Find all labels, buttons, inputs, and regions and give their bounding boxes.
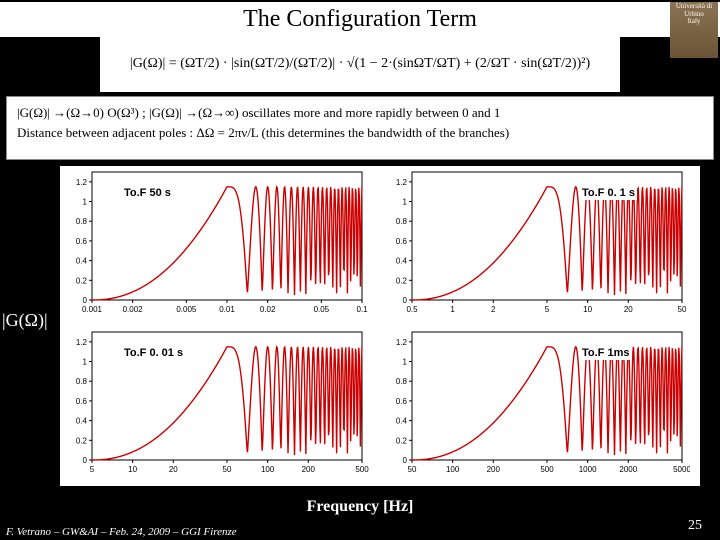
svg-text:0.6: 0.6 [396,237,408,246]
formula-note-2: Distance between adjacent poles : ΔΩ = 2… [17,123,703,143]
uni-country: Italy [688,17,701,25]
svg-text:1.2: 1.2 [396,338,408,347]
chart-panel: 0 0.2 0.4 0.6 0.8 1 1.2 0.5 1 2 5 10 20 50 To.F 0. 1 … [380,166,690,320]
chart-label: To.F 50 s [122,186,173,200]
svg-text:500: 500 [355,465,369,474]
x-axis-label: Frequency [Hz] [0,498,720,516]
svg-text:2: 2 [491,305,496,314]
svg-text:2000: 2000 [619,465,637,474]
svg-text:10: 10 [128,465,137,474]
svg-text:0.6: 0.6 [396,397,408,406]
svg-text:0.4: 0.4 [76,417,88,426]
svg-text:0.6: 0.6 [76,237,88,246]
svg-text:1: 1 [83,358,88,367]
svg-text:0: 0 [83,456,88,465]
chart-label: To.F 0. 1 s [580,186,637,200]
svg-text:50: 50 [678,305,687,314]
svg-text:20: 20 [624,305,633,314]
svg-text:1: 1 [403,198,408,207]
svg-text:5: 5 [545,305,550,314]
chart-panel: 0 0.2 0.4 0.6 0.8 1 1.2 5 10 20 50 100 200 500 To.F 0… [60,326,370,480]
svg-text:1.2: 1.2 [76,178,88,187]
svg-text:0.2: 0.2 [396,276,408,285]
svg-text:0.02: 0.02 [260,305,276,314]
formula-main: |G(Ω)| = (ΩT/2) · |sin(ΩT/2)/(ΩT/2)| · √… [100,36,620,92]
uni-name: Università di Urbino [676,2,712,18]
svg-text:0.8: 0.8 [396,377,408,386]
svg-text:1000: 1000 [579,465,597,474]
svg-text:0.8: 0.8 [76,377,88,386]
svg-text:500: 500 [540,465,554,474]
svg-text:0.001: 0.001 [82,305,103,314]
svg-text:0.01: 0.01 [219,305,235,314]
svg-text:1: 1 [83,198,88,207]
chart-panel: 0 0.2 0.4 0.6 0.8 1 1.2 0.001 0.002 0.005 0.01 0.02… [60,166,370,320]
svg-text:50: 50 [408,465,417,474]
svg-text:0.002: 0.002 [123,305,144,314]
formula-note-1: |G(Ω)| →(Ω→0) O(Ω³) ; |G(Ω)| →(Ω→∞) osci… [17,103,703,123]
charts-grid: 0 0.2 0.4 0.6 0.8 1 1.2 0.001 0.002 0.005 0.01 0.02… [60,166,700,486]
svg-text:100: 100 [261,465,275,474]
svg-text:200: 200 [302,465,316,474]
svg-text:0.4: 0.4 [396,417,408,426]
chart-label: To.F 1ms [580,346,631,360]
svg-text:5: 5 [90,465,95,474]
svg-text:10: 10 [583,305,592,314]
svg-text:200: 200 [487,465,501,474]
svg-text:5000: 5000 [673,465,690,474]
svg-text:50: 50 [223,465,232,474]
svg-text:0: 0 [403,296,408,305]
svg-text:0.5: 0.5 [406,305,418,314]
formula-notes: |G(Ω)| →(Ω→0) O(Ω³) ; |G(Ω)| →(Ω→∞) osci… [6,96,714,160]
svg-text:100: 100 [446,465,460,474]
svg-text:0: 0 [403,456,408,465]
svg-text:0: 0 [83,296,88,305]
svg-text:1.2: 1.2 [396,178,408,187]
chart-panel: 0 0.2 0.4 0.6 0.8 1 1.2 50 100 200 500 1000 2000 5000… [380,326,690,480]
svg-text:1: 1 [403,358,408,367]
y-axis-label: |G(Ω)| [2,310,48,331]
chart-label: To.F 0. 01 s [122,346,185,360]
page-title: The Configuration Term [0,2,720,37]
svg-text:0.6: 0.6 [76,397,88,406]
svg-text:1: 1 [450,305,455,314]
footer-text: F. Vetrano – GW&AI – Feb. 24, 2009 – GGI… [6,526,237,538]
page-number: 25 [688,518,702,534]
svg-text:0.8: 0.8 [76,217,88,226]
svg-text:0.2: 0.2 [76,276,88,285]
university-badge: Università di Urbino Italy [670,2,718,58]
svg-text:0.8: 0.8 [396,217,408,226]
svg-text:0.4: 0.4 [76,257,88,266]
svg-text:0.4: 0.4 [396,257,408,266]
svg-text:0.2: 0.2 [396,436,408,445]
svg-text:0.005: 0.005 [176,305,197,314]
svg-text:0.2: 0.2 [76,436,88,445]
svg-text:0.05: 0.05 [314,305,330,314]
svg-text:1.2: 1.2 [76,338,88,347]
svg-text:0.1: 0.1 [356,305,368,314]
svg-text:20: 20 [169,465,178,474]
